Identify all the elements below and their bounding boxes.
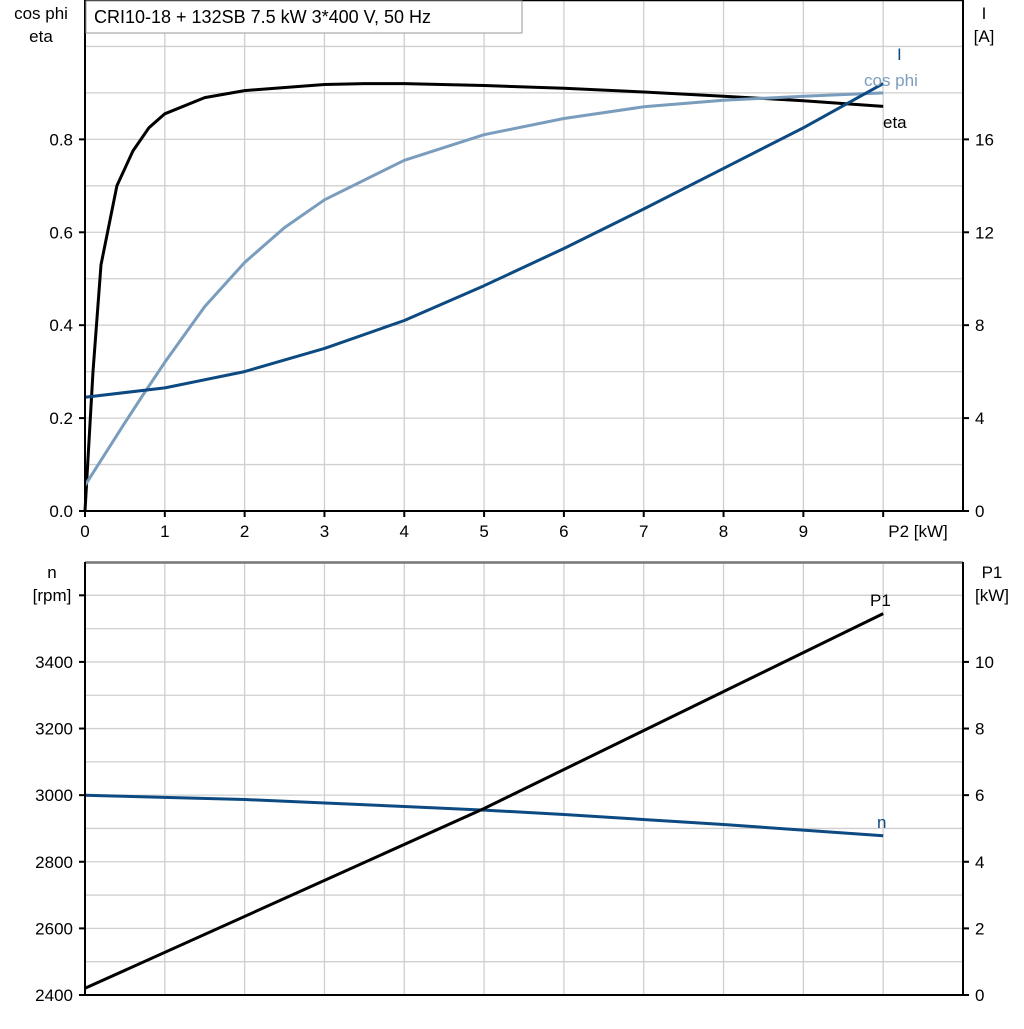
left-tick-label: 2600 <box>35 919 73 938</box>
series-line-cos-phi <box>83 91 884 487</box>
top-right-axis-label-2: [A] <box>974 27 995 46</box>
bottom-right-axis-label-1: P1 <box>982 563 1003 582</box>
top-x-axis-label: P2 [kW] <box>888 522 948 541</box>
bottom-right-axis-label-2: [kW] <box>975 586 1009 605</box>
top-left-axis-label-2: eta <box>29 27 53 46</box>
right-tick-label: 6 <box>975 786 984 805</box>
right-tick-label: 10 <box>975 653 994 672</box>
x-tick-label: 3 <box>320 522 329 541</box>
top-grid <box>85 0 963 511</box>
top-left-axis-label-1: cos phi <box>14 4 68 23</box>
left-tick-label: 2400 <box>35 986 73 1005</box>
x-tick-label: 5 <box>479 522 488 541</box>
x-tick-label: 7 <box>639 522 648 541</box>
x-tick-label: 1 <box>160 522 169 541</box>
bottom-left-axis-label-1: n <box>47 563 56 582</box>
series-label-P1: P1 <box>870 591 891 610</box>
x-tick-label: 2 <box>240 522 249 541</box>
series-label-I: I <box>897 45 902 64</box>
left-tick-label: 0.4 <box>49 316 73 335</box>
series-label-eta: eta <box>883 113 907 132</box>
right-tick-label: 0 <box>975 986 984 1005</box>
axes-layer <box>79 0 969 996</box>
x-tick-label: 9 <box>799 522 808 541</box>
left-tick-label: 3200 <box>35 720 73 739</box>
right-tick-label: 4 <box>975 409 984 428</box>
bottom-grid <box>85 562 963 995</box>
series-layer <box>83 82 884 990</box>
series-line-I <box>84 82 884 399</box>
x-tick-label: 0 <box>80 522 89 541</box>
series-label-n: n <box>877 813 886 832</box>
series-line-eta <box>83 82 884 512</box>
title-box <box>85 0 523 34</box>
x-tick-label: 6 <box>559 522 568 541</box>
x-tick-label: 8 <box>719 522 728 541</box>
right-tick-label: 0 <box>975 502 984 521</box>
right-tick-label: 2 <box>975 919 984 938</box>
right-tick-label: 8 <box>975 316 984 335</box>
left-tick-label: 3000 <box>35 786 73 805</box>
left-tick-label: 0.8 <box>49 130 73 149</box>
series-label-cos-phi: cos phi <box>864 71 918 90</box>
left-tick-label: 0.0 <box>49 502 73 521</box>
left-tick-label: 0.6 <box>49 223 73 242</box>
left-tick-label: 2800 <box>35 853 73 872</box>
series-line-P1 <box>84 612 884 990</box>
x-tick-label: 4 <box>400 522 409 541</box>
right-tick-label: 16 <box>975 130 994 149</box>
right-tick-label: 12 <box>975 223 994 242</box>
left-tick-label: 3400 <box>35 653 73 672</box>
chart-title: CRI10-18 + 132SB 7.5 kW 3*400 V, 50 Hz <box>94 7 431 27</box>
bottom-left-axis-label-2: [rpm] <box>33 586 72 605</box>
right-tick-label: 4 <box>975 853 984 872</box>
left-tick-label: 0.2 <box>49 409 73 428</box>
top-right-axis-label-1: I <box>982 4 987 23</box>
right-tick-label: 8 <box>975 720 984 739</box>
